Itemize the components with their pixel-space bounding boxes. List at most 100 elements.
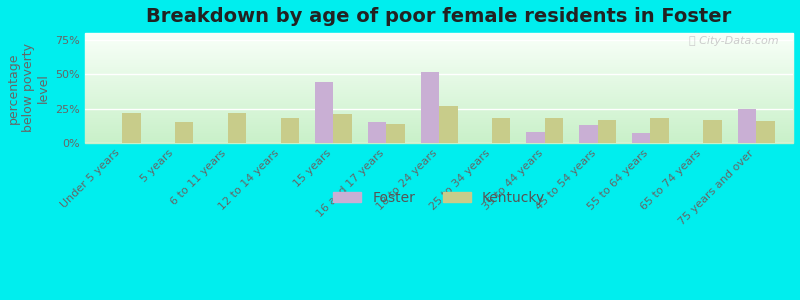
Bar [85,73,793,74]
Bar [85,120,793,121]
Bar [85,97,793,98]
Bar [85,45,793,46]
Bar [85,116,793,117]
Bar [85,76,793,77]
Bar [85,110,793,111]
Bar [85,135,793,136]
Bar [650,118,669,143]
Bar [85,91,793,92]
Bar [85,64,793,65]
Bar [85,93,793,94]
Bar [85,85,793,86]
Bar [85,55,793,56]
Bar [85,132,793,133]
Bar [85,38,793,39]
Bar [85,111,793,112]
Bar [85,79,793,80]
Bar [386,124,405,143]
Bar [281,118,299,143]
Bar [85,99,793,100]
Bar [315,82,334,143]
Bar [85,56,793,57]
Bar [85,84,793,85]
Bar [85,94,793,95]
Bar [85,44,793,45]
Bar [85,103,793,104]
Bar [85,70,793,71]
Text: ⓘ City-Data.com: ⓘ City-Data.com [690,36,779,46]
Bar [85,77,793,78]
Bar [85,67,793,68]
Bar [85,113,793,114]
Bar [492,118,510,143]
Bar [85,107,793,108]
Bar [85,33,793,34]
Bar [85,137,793,138]
Bar [85,105,793,106]
Bar [756,121,774,143]
Bar [85,51,793,52]
Bar [85,98,793,99]
Bar [85,63,793,64]
Bar [85,36,793,37]
Bar [85,83,793,84]
Bar [175,122,194,143]
Bar [368,122,386,143]
Bar [85,119,793,120]
Bar [85,72,793,73]
Bar [85,104,793,105]
Bar [85,47,793,48]
Bar [738,109,756,143]
Bar [85,95,793,96]
Bar [85,65,793,66]
Bar [632,133,650,143]
Bar [85,126,793,127]
Bar [85,140,793,141]
Bar [85,92,793,93]
Bar [85,112,793,113]
Bar [85,81,793,82]
Bar [85,61,793,62]
Bar [85,41,793,42]
Bar [334,114,352,143]
Y-axis label: percentage
below poverty
level: percentage below poverty level [7,44,50,133]
Bar [85,57,793,58]
Bar [85,68,793,69]
Bar [85,134,793,135]
Bar [85,139,793,140]
Bar [439,106,458,143]
Bar [85,48,793,49]
Bar [421,71,439,143]
Bar [85,141,793,142]
Bar [598,120,616,143]
Bar [85,124,793,125]
Bar [85,115,793,116]
Bar [85,35,793,36]
Bar [85,69,793,70]
Bar [85,87,793,88]
Bar [85,86,793,87]
Bar [85,62,793,63]
Bar [85,53,793,54]
Bar [85,54,793,55]
Bar [85,60,793,61]
Bar [85,133,793,134]
Bar [85,114,793,115]
Bar [85,142,793,143]
Bar [85,138,793,139]
Bar [85,42,793,43]
Bar [545,118,563,143]
Bar [122,113,141,143]
Bar [85,43,793,44]
Bar [85,121,793,122]
Bar [703,120,722,143]
Bar [85,122,793,123]
Bar [85,80,793,81]
Bar [85,50,793,51]
Bar [85,108,793,109]
Bar [85,75,793,76]
Bar [85,129,793,130]
Bar [579,125,598,143]
Bar [85,66,793,67]
Bar [85,118,793,119]
